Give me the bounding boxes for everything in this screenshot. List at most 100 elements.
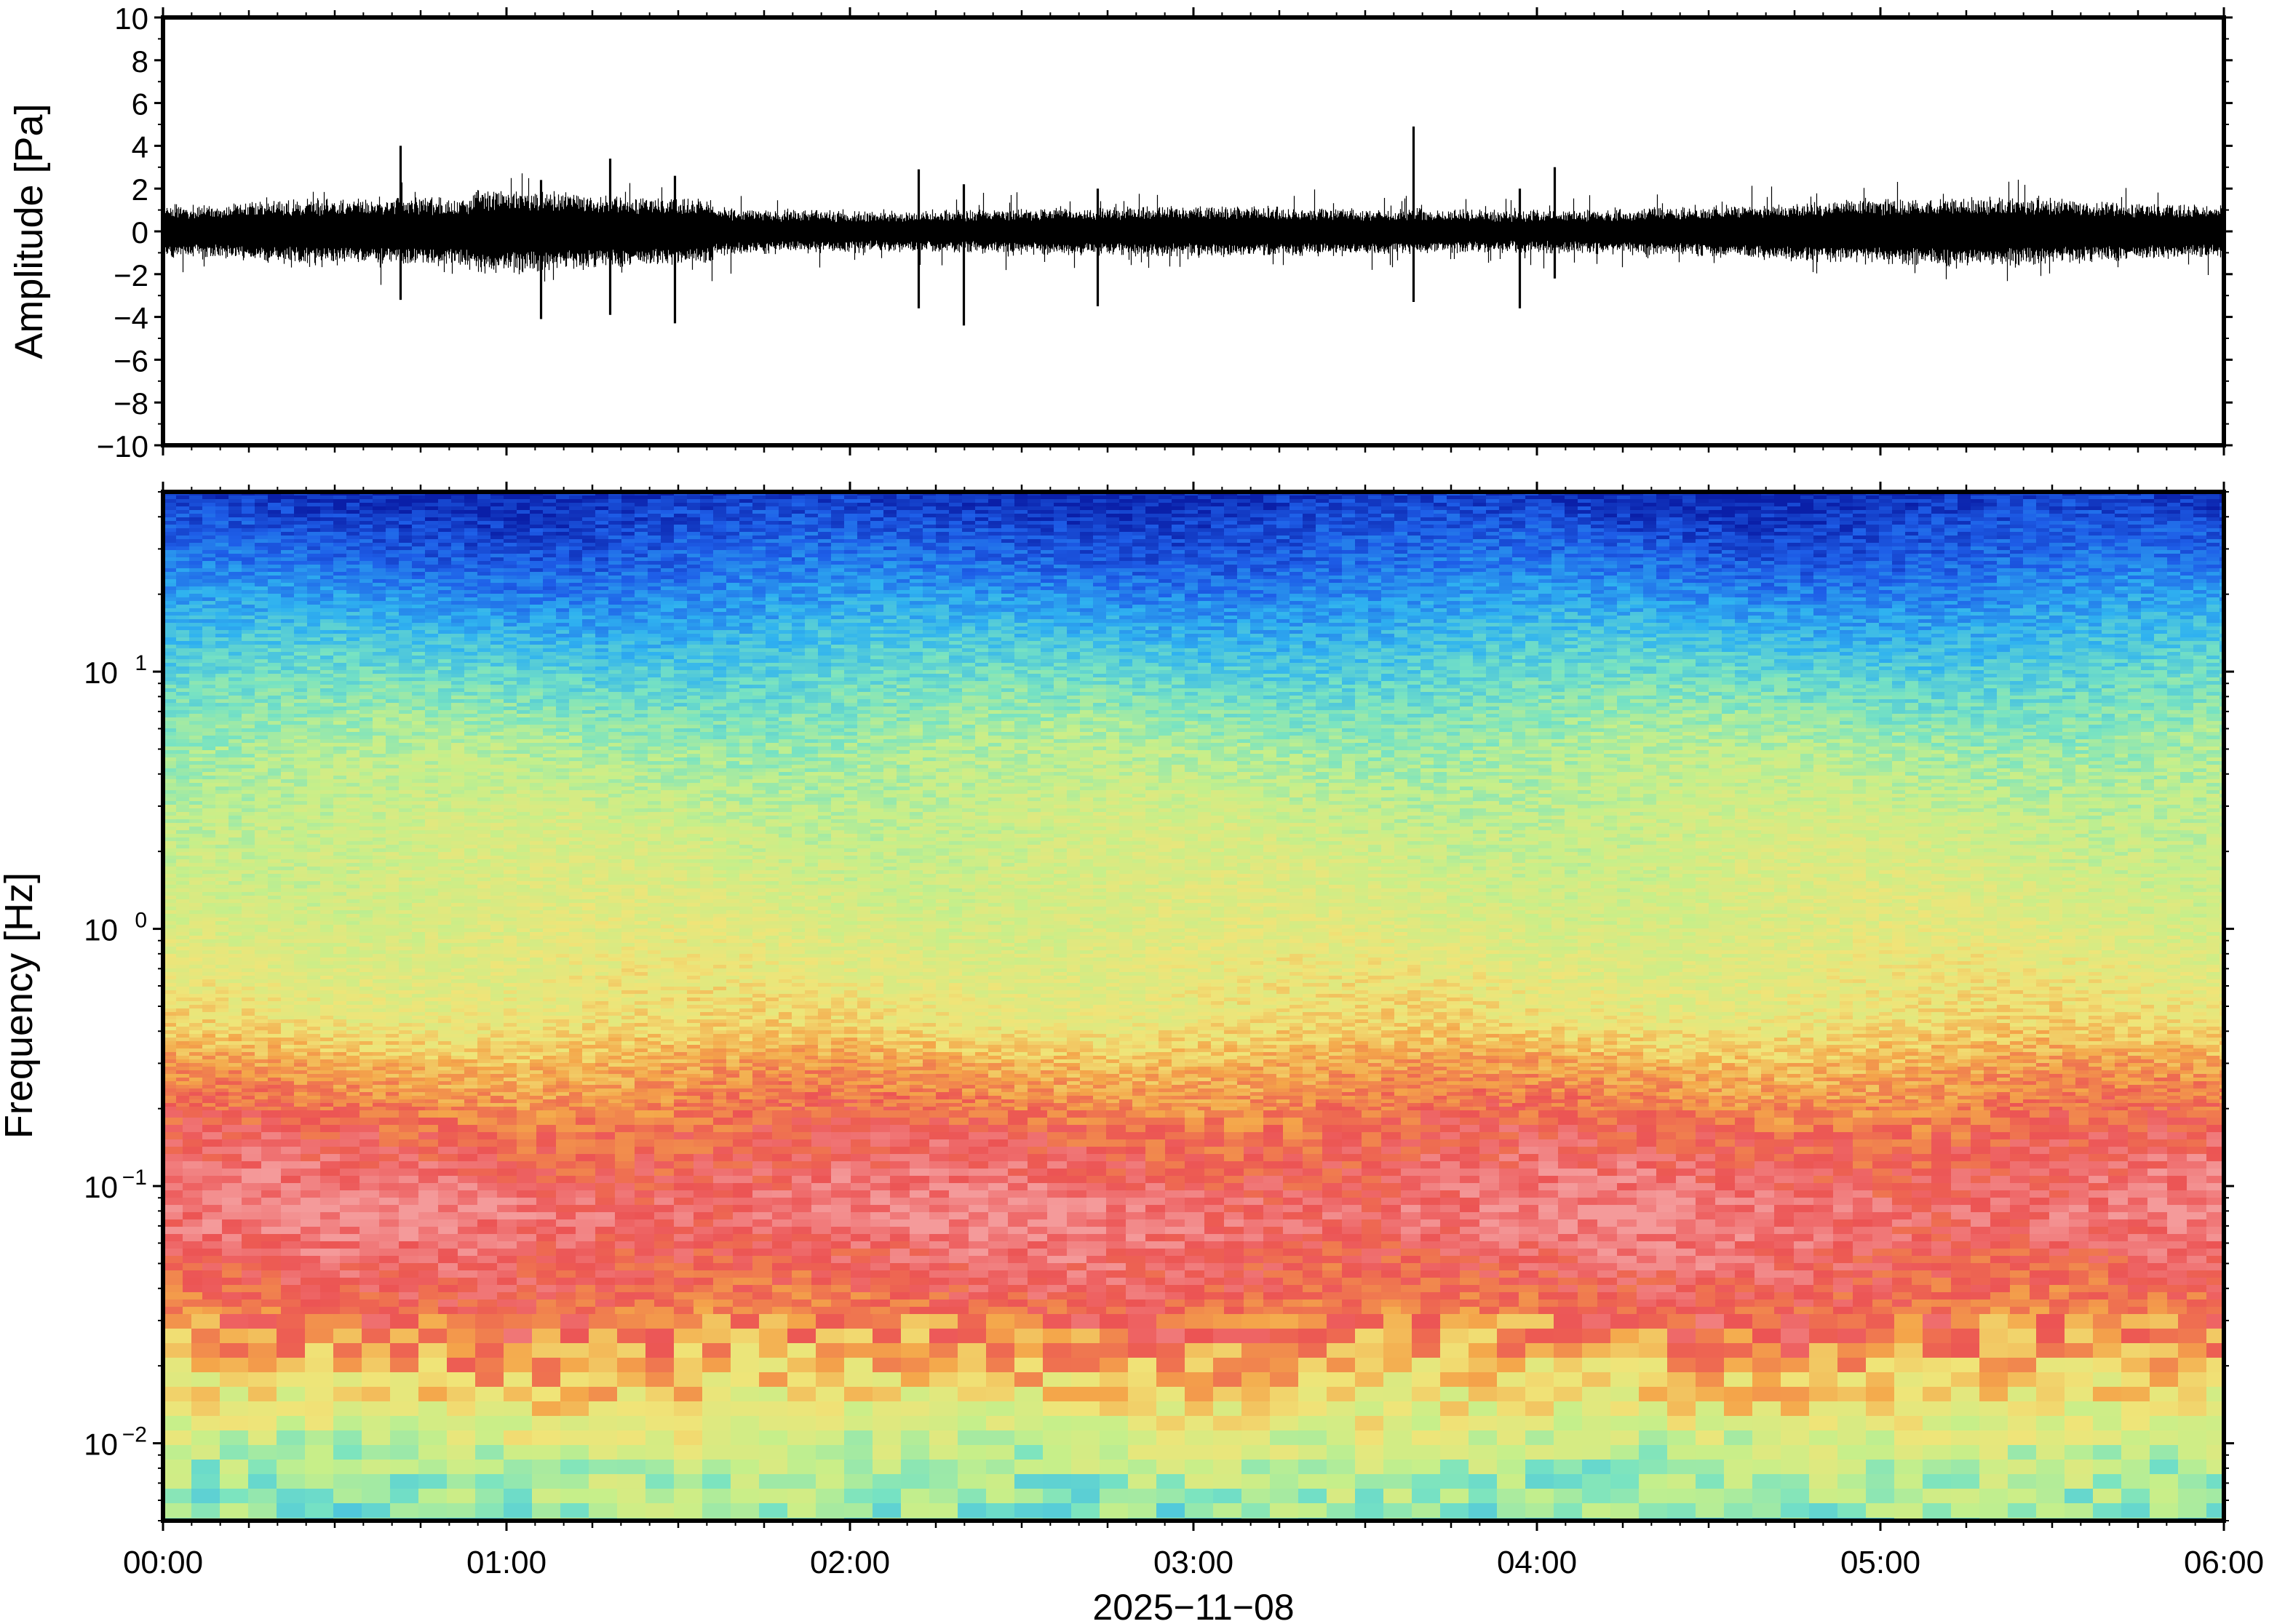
spectrogram-cell	[1486, 539, 1500, 544]
spectrogram-cell	[648, 510, 661, 514]
spectrogram-cell	[1486, 557, 1500, 562]
spectrogram-cell	[1722, 495, 1736, 500]
spectrogram-cell	[883, 503, 897, 507]
spectrogram-cell	[739, 557, 753, 562]
spectrogram-cell	[1512, 521, 1526, 525]
spectrogram-cell	[425, 510, 439, 514]
spectrogram-cell	[752, 514, 766, 518]
spectrogram-cell	[1840, 565, 1853, 569]
spectrogram-cell	[2141, 503, 2155, 507]
spectrogram-cell	[752, 579, 766, 584]
spectrogram-cell	[1342, 576, 1356, 580]
spectrogram-cell	[2141, 554, 2155, 558]
spectrogram-cell	[739, 514, 753, 518]
spectrogram-cell	[883, 514, 897, 518]
spectrogram-cell	[425, 576, 439, 580]
spectrogram-cell	[2062, 565, 2076, 569]
spectrogram-cell	[1709, 576, 1722, 580]
spectrogram-cell	[2075, 503, 2089, 507]
spectrogram-cell	[1381, 521, 1395, 525]
spectrogram-cell	[464, 521, 478, 525]
spectrogram-cell	[229, 521, 242, 525]
spectrogram-cell	[202, 521, 216, 525]
spectrogram-cell	[752, 565, 766, 569]
spectrogram-cell	[1565, 554, 1578, 558]
spectrogram-cell	[1054, 499, 1068, 503]
spectrogram-cell	[242, 557, 255, 562]
spectrogram-cell	[1172, 568, 1185, 573]
spectrogram-cell	[373, 554, 386, 558]
spectrogram-cell	[1303, 565, 1316, 569]
spectrogram-cell	[2115, 572, 2129, 576]
spectrogram-cell	[1774, 499, 1788, 503]
spectrogram-cell	[1329, 576, 1343, 580]
spectrogram-cell	[1696, 532, 1709, 536]
spectrogram-cell	[1054, 514, 1068, 518]
spectrogram-cell	[1538, 525, 1552, 529]
spectrogram-cell	[320, 536, 334, 540]
spectrogram-cell	[1119, 543, 1133, 547]
spectrogram-cell	[202, 525, 216, 529]
spectrogram-cell	[923, 495, 937, 500]
spectrogram-cell	[2023, 503, 2037, 507]
spectrogram-cell	[962, 506, 976, 511]
spectrogram-cell	[910, 536, 923, 540]
spectrogram-cell	[831, 528, 845, 533]
spectrogram-cell	[189, 499, 203, 503]
spectrogram-cell	[1813, 525, 1827, 529]
spectrogram-cell	[1853, 576, 1867, 580]
spectrogram-cell	[1604, 543, 1618, 547]
spectrogram-cell	[2036, 495, 2050, 500]
spectrogram-cell	[1434, 572, 1447, 576]
spectrogram-cell	[1538, 506, 1552, 511]
spectrogram-cell	[1237, 543, 1251, 547]
spectrogram-cell	[700, 583, 714, 587]
spectrogram-cell	[1132, 539, 1146, 544]
spectrogram-cell	[477, 543, 491, 547]
spectrogram-cell	[766, 550, 779, 554]
spectrogram-cell	[1512, 565, 1526, 569]
spectrogram-cell	[1263, 525, 1277, 529]
spectrogram-cell	[1460, 568, 1474, 573]
spectrogram-cell	[713, 546, 727, 551]
spectrogram-cell	[1185, 506, 1199, 511]
spectrogram-cell	[333, 532, 347, 536]
spectrogram-cell	[399, 572, 413, 576]
spectrogram-cell	[621, 568, 635, 573]
spectrogram-cell	[530, 525, 544, 529]
spectrogram-cell	[1329, 514, 1343, 518]
spectrogram-cell	[1787, 525, 1801, 529]
spectrogram-cell	[438, 565, 452, 569]
spectrogram-cell	[2036, 565, 2050, 569]
spectrogram-cell	[255, 546, 269, 551]
spectrogram-cell	[2102, 532, 2115, 536]
spectrogram-cell	[242, 572, 255, 576]
spectrogram-cell	[2206, 572, 2220, 576]
spectrogram-cell	[1761, 503, 1775, 507]
spectrogram-cell	[1892, 528, 1906, 533]
spectrogram-cell	[897, 525, 910, 529]
spectrogram-cell	[883, 539, 897, 544]
spectrogram-cell	[1958, 572, 1971, 576]
spectrogram-cell	[608, 495, 622, 500]
spectrogram-cell	[805, 521, 819, 525]
spectrogram-cell	[504, 532, 517, 536]
spectrogram-cell	[543, 517, 557, 522]
spectrogram-cell	[1696, 554, 1709, 558]
spectrogram-cell	[320, 532, 334, 536]
spectrogram-cell	[1355, 539, 1369, 544]
spectrogram-cell	[242, 517, 255, 522]
spectrogram-cell	[1198, 579, 1212, 584]
spectrogram-cell	[923, 532, 937, 536]
spectrogram-cell	[255, 568, 269, 573]
spectrogram-cell	[1551, 572, 1565, 576]
spectrogram-cell	[1355, 536, 1369, 540]
spectrogram-cell	[648, 495, 661, 500]
spectrogram-cell	[464, 546, 478, 551]
spectrogram-cell	[949, 546, 963, 551]
spectrogram-cell	[2049, 546, 2063, 551]
spectrogram-cell	[1682, 576, 1696, 580]
spectrogram-cell	[766, 506, 779, 511]
spectrogram-cell	[1381, 495, 1395, 500]
spectrogram-cell	[569, 583, 583, 587]
